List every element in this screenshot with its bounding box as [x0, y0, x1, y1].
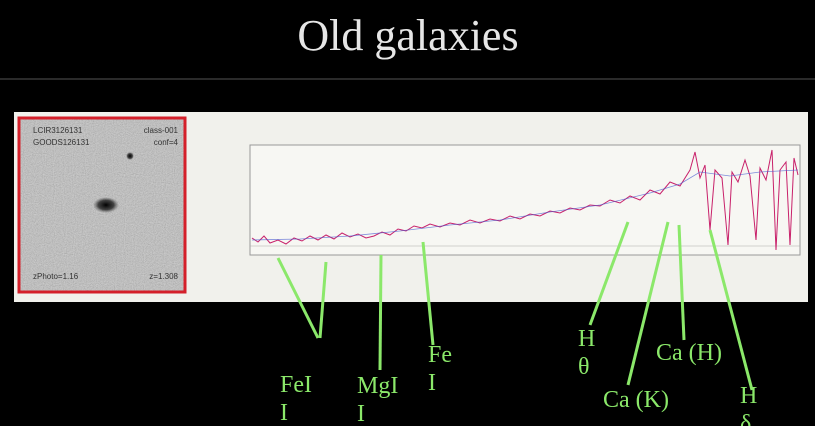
line-label: FeI — [280, 372, 312, 398]
line-label: I — [280, 400, 288, 426]
line-label: Ca (K) — [603, 387, 669, 413]
line-label: θ — [578, 354, 590, 380]
line-label: MgI — [357, 373, 398, 399]
thumb-label: conf=4 — [154, 138, 179, 147]
thumb-label: LCIR3126131 — [33, 126, 83, 135]
line-label: I — [357, 401, 365, 426]
thumb-label: zPhoto=1.16 — [33, 272, 79, 281]
thumb-label: GOODS126131 — [33, 138, 90, 147]
slide: Old galaxies LCIR3126131 class-001 GOODS… — [0, 0, 815, 426]
thumb-label: z=1.308 — [149, 272, 178, 281]
line-label: H — [740, 383, 757, 409]
thumb-label: class-001 — [144, 126, 179, 135]
line-label: Fe — [428, 342, 452, 368]
line-label: δ — [740, 411, 751, 426]
line-label: Ca (H) — [656, 340, 722, 366]
line-label: I — [428, 370, 436, 396]
star — [126, 152, 134, 160]
line-label: H — [578, 326, 595, 352]
slide-title: Old galaxies — [297, 11, 518, 60]
galaxy — [93, 197, 119, 213]
